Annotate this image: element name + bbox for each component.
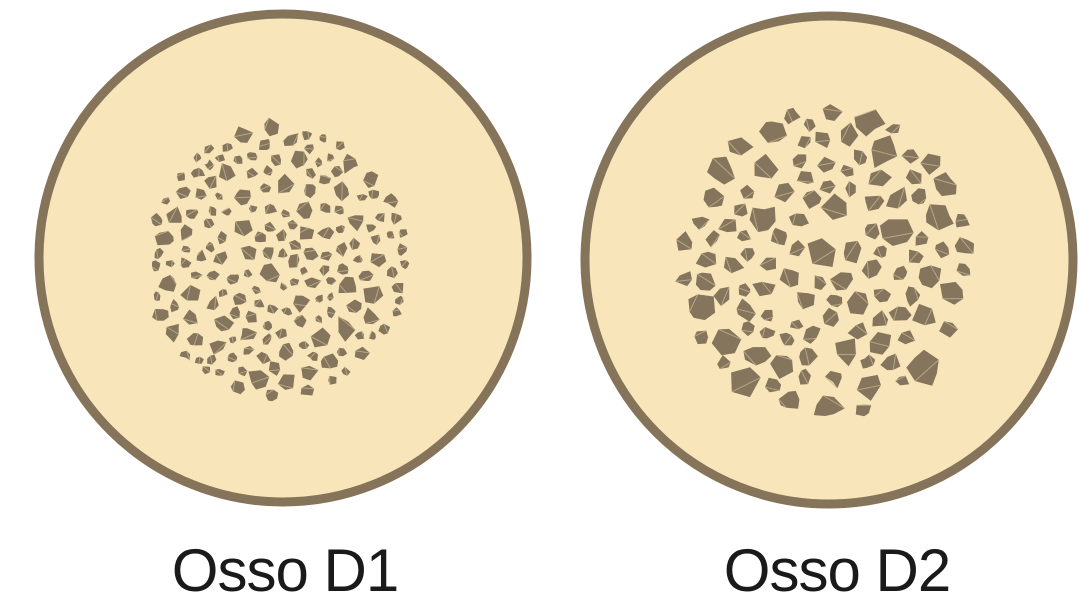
bone-d2-panel bbox=[585, 16, 1073, 504]
pore-vein bbox=[288, 223, 297, 224]
bone-d2-label: Osso D2 bbox=[657, 535, 1017, 607]
bone-d1-panel bbox=[39, 14, 527, 502]
bone-d1-label: Osso D1 bbox=[105, 535, 465, 607]
pore-vein bbox=[916, 237, 929, 238]
pore-vein bbox=[251, 205, 252, 213]
pore-vein bbox=[304, 148, 314, 149]
pore-vein bbox=[199, 357, 200, 364]
pore-vein bbox=[329, 376, 330, 385]
trabecular-pore bbox=[734, 204, 747, 217]
pore-vein bbox=[297, 254, 298, 267]
pore-vein bbox=[342, 181, 343, 201]
pore-vein bbox=[339, 348, 340, 356]
bone-d1-cortex bbox=[39, 14, 527, 502]
pore-vein bbox=[323, 265, 324, 276]
pore-vein bbox=[264, 322, 265, 329]
